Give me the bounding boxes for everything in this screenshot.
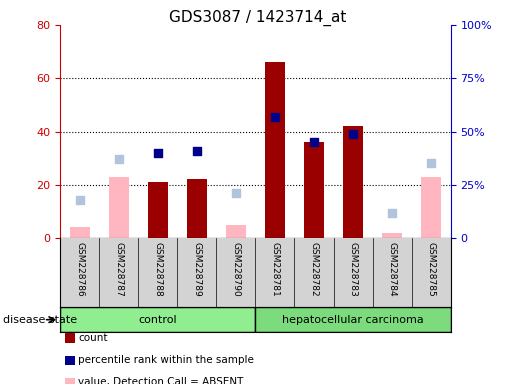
- Text: GSM228782: GSM228782: [310, 242, 318, 296]
- Text: GSM228788: GSM228788: [153, 242, 162, 296]
- Text: GSM228786: GSM228786: [75, 242, 84, 296]
- Point: [271, 114, 279, 120]
- Bar: [344, 126, 363, 238]
- Text: GSM228790: GSM228790: [231, 242, 241, 296]
- Text: disease state: disease state: [3, 314, 77, 325]
- Bar: [255, 307, 451, 332]
- Point: [76, 197, 84, 203]
- Bar: [70, 227, 90, 238]
- Text: GSM228783: GSM228783: [349, 242, 357, 296]
- Text: count: count: [78, 333, 108, 343]
- Bar: [60, 307, 255, 332]
- Bar: [304, 142, 324, 238]
- Text: GSM228789: GSM228789: [193, 242, 201, 296]
- Text: GSM228785: GSM228785: [426, 242, 436, 296]
- Point: [427, 161, 435, 167]
- Point: [232, 190, 240, 196]
- Point: [193, 147, 201, 154]
- Text: value, Detection Call = ABSENT: value, Detection Call = ABSENT: [78, 377, 244, 384]
- Bar: [148, 182, 167, 238]
- Bar: [382, 233, 402, 238]
- Bar: [265, 62, 285, 238]
- Bar: [109, 177, 129, 238]
- Bar: [226, 225, 246, 238]
- Bar: [187, 179, 207, 238]
- Bar: [421, 177, 441, 238]
- Point: [349, 131, 357, 137]
- Point: [388, 209, 396, 215]
- Text: percentile rank within the sample: percentile rank within the sample: [78, 355, 254, 365]
- Text: control: control: [139, 314, 177, 325]
- Point: [310, 139, 318, 145]
- Text: GDS3087 / 1423714_at: GDS3087 / 1423714_at: [169, 10, 346, 26]
- Text: GSM228787: GSM228787: [114, 242, 123, 296]
- Text: hepatocellular carcinoma: hepatocellular carcinoma: [282, 314, 424, 325]
- Point: [154, 150, 162, 156]
- Text: GSM228781: GSM228781: [270, 242, 280, 296]
- Point: [115, 156, 123, 162]
- Text: GSM228784: GSM228784: [388, 242, 397, 296]
